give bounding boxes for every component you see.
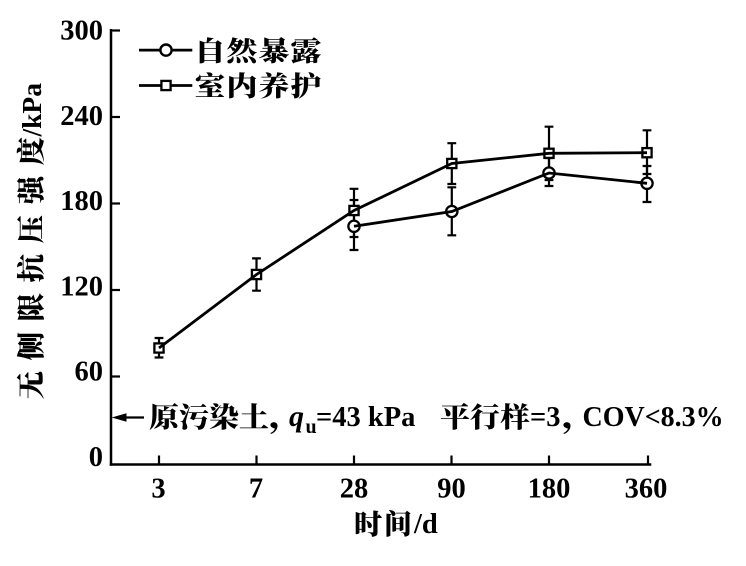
svg-text:300: 300 <box>60 16 103 47</box>
svg-text:180: 180 <box>528 473 571 504</box>
svg-text:u: u <box>306 416 317 438</box>
svg-text:28: 28 <box>340 473 369 504</box>
svg-text:/kPa: /kPa <box>16 83 47 138</box>
svg-text:3: 3 <box>151 473 165 504</box>
svg-text:=3: =3 <box>530 402 561 433</box>
svg-text:q: q <box>289 400 304 433</box>
svg-text:7: 7 <box>249 473 263 504</box>
svg-text:360: 360 <box>625 473 668 504</box>
svg-text:COV<8.3%: COV<8.3% <box>583 402 724 433</box>
svg-text:0: 0 <box>89 442 103 473</box>
svg-text:180: 180 <box>60 186 103 217</box>
svg-text:=43 kPa: =43 kPa <box>316 402 415 433</box>
svg-text:240: 240 <box>60 101 103 132</box>
svg-text:/d: /d <box>413 509 438 540</box>
svg-text:90: 90 <box>437 473 466 504</box>
svg-text:120: 120 <box>60 271 103 302</box>
svg-text:60: 60 <box>75 357 104 388</box>
